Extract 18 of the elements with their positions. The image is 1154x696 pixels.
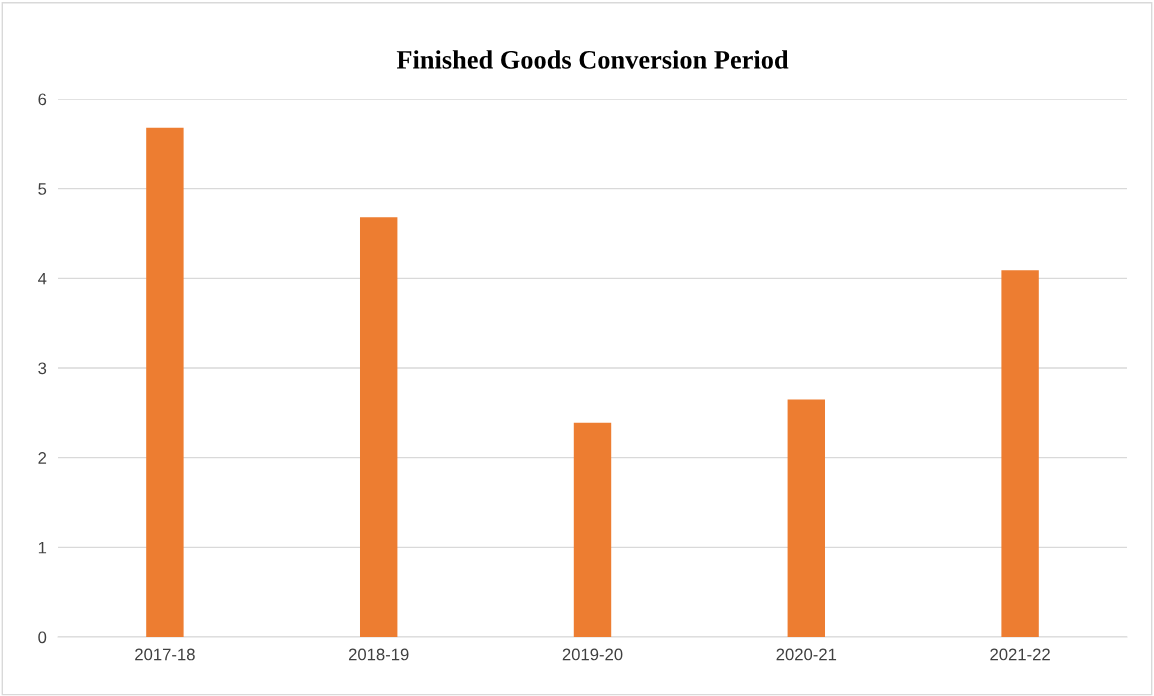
x-tick-label: 2021-22 <box>990 648 1050 661</box>
bar <box>146 127 184 637</box>
y-tick-label: 4 <box>38 272 47 285</box>
y-tick-label: 3 <box>38 362 47 375</box>
y-tick-label: 6 <box>38 93 47 106</box>
x-tick-label: 2020-21 <box>776 648 837 661</box>
bar <box>573 422 612 637</box>
bar <box>1001 270 1039 637</box>
x-tick-label: 2017-18 <box>135 648 195 661</box>
bar <box>787 399 826 637</box>
chart-title: Finished Goods Conversion Period <box>396 50 789 69</box>
y-tick-label: 2 <box>38 452 47 464</box>
y-tick-label: 5 <box>38 183 47 195</box>
x-tick-label: 2018-19 <box>348 648 409 661</box>
y-tick-label: 1 <box>38 541 47 554</box>
x-tick-label: 2019-20 <box>562 648 623 661</box>
bar <box>359 217 398 637</box>
y-tick-label: 0 <box>38 631 47 644</box>
